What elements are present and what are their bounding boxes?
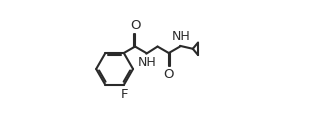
Text: NH: NH <box>172 30 191 43</box>
Text: NH: NH <box>138 56 157 69</box>
Text: O: O <box>130 19 140 32</box>
Text: F: F <box>121 88 128 101</box>
Text: O: O <box>163 68 174 81</box>
